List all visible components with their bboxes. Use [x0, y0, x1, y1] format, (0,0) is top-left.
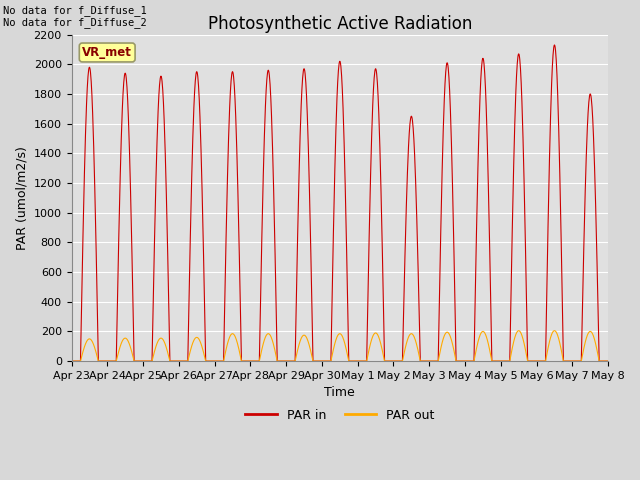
- Text: No data for f_Diffuse_1
No data for f_Diffuse_2: No data for f_Diffuse_1 No data for f_Di…: [3, 5, 147, 28]
- PAR out: [326, 358, 334, 364]
- Title: Photosynthetic Active Radiation: Photosynthetic Active Radiation: [207, 15, 472, 33]
- Line: PAR out: PAR out: [72, 331, 640, 361]
- PAR in: [326, 358, 334, 364]
- PAR in: [550, 42, 558, 48]
- Line: PAR in: PAR in: [72, 45, 640, 361]
- PAR in: [170, 358, 178, 364]
- PAR out: [360, 358, 368, 364]
- PAR in: [360, 358, 368, 364]
- PAR in: [68, 358, 76, 364]
- PAR out: [462, 358, 470, 364]
- PAR out: [604, 358, 611, 364]
- PAR out: [68, 358, 76, 364]
- Text: VR_met: VR_met: [83, 46, 132, 59]
- Y-axis label: PAR (umol/m2/s): PAR (umol/m2/s): [15, 146, 28, 250]
- PAR out: [170, 358, 178, 364]
- PAR in: [462, 358, 470, 364]
- X-axis label: Time: Time: [324, 386, 355, 399]
- PAR in: [79, 267, 86, 273]
- Legend: PAR in, PAR out: PAR in, PAR out: [241, 404, 439, 427]
- PAR out: [515, 328, 522, 334]
- PAR out: [79, 351, 86, 357]
- PAR in: [604, 358, 611, 364]
